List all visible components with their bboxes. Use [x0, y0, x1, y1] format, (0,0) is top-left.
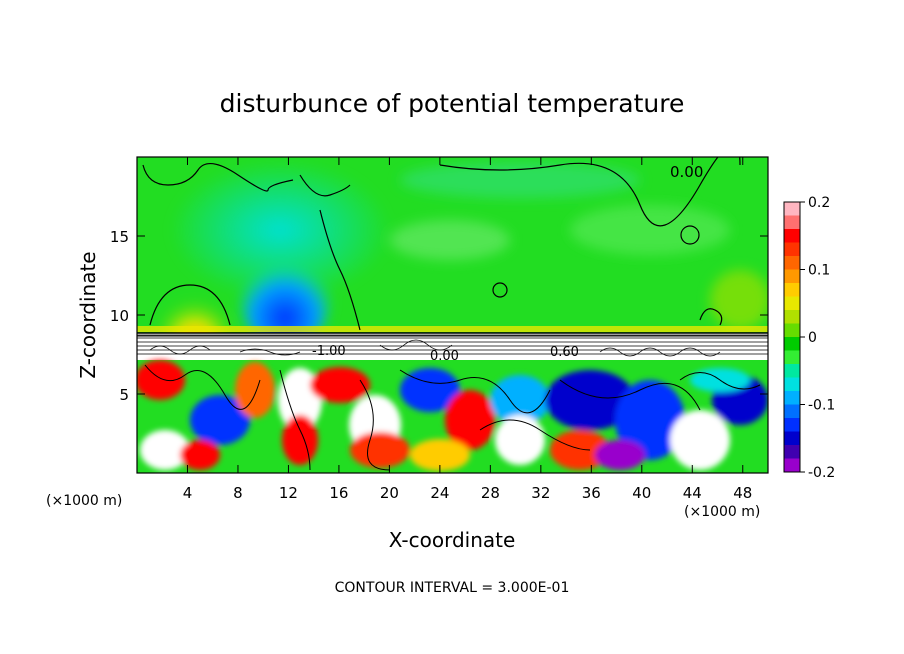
colorbar-swatch: [784, 364, 800, 378]
y-tick-label: 10: [110, 307, 129, 325]
x-tick-label: 44: [683, 484, 702, 502]
y-tick-label: 15: [110, 228, 129, 246]
y-axis-ticks: 5 10 15: [110, 228, 768, 404]
x-tick-label: 8: [233, 484, 243, 502]
chart-title: disturbunce of potential temperature: [220, 89, 685, 118]
colorbar-swatch: [784, 229, 800, 243]
x-tick-label: 4: [183, 484, 193, 502]
colorbar-swatch: [784, 283, 800, 297]
contour-label-2: -1.00: [312, 344, 346, 359]
contour-label-3: 0.60: [550, 345, 579, 360]
colorbar-label: 0.1: [808, 263, 830, 279]
colorbar-swatch: [784, 202, 800, 216]
colorbar-swatch: [784, 350, 800, 365]
colorbar-label: 0.2: [808, 195, 830, 211]
colorbar-label: -0.2: [808, 465, 835, 481]
x-axis-label: X-coordinate: [389, 528, 516, 552]
colorbar-swatch: [784, 256, 800, 270]
colorbar-swatch: [784, 296, 800, 311]
x-tick-label: 32: [531, 484, 550, 502]
colorbar-swatch: [784, 215, 800, 230]
colorbar-swatch: [784, 418, 800, 432]
x-unit-left: (×1000 m): [46, 493, 122, 509]
y-tick-label: 5: [119, 386, 129, 404]
colorbar-label: -0.1: [808, 398, 835, 414]
contour-interval-text: CONTOUR INTERVAL = 3.000E-01: [335, 580, 570, 596]
colorbar-swatch: [784, 269, 800, 284]
x-unit-right: (×1000 m): [684, 504, 760, 520]
colorbar: 0.2 0.1 0 -0.1 -0.2: [783, 195, 835, 481]
colorbar-swatch: [784, 404, 800, 419]
colorbar-swatch: [784, 242, 800, 257]
colorbar-swatch: [784, 391, 800, 405]
colorbar-swatch: [784, 323, 800, 338]
colorbar-swatch: [784, 445, 800, 459]
colorbar-swatch: [784, 310, 800, 324]
contour-label-1: 0.00: [670, 163, 703, 181]
x-tick-label: 40: [632, 484, 651, 502]
colorbar-swatch: [784, 377, 800, 392]
colorbar-label: 0: [808, 330, 817, 346]
x-axis-ticks: 4 8 12 16 20 24 28 32 36 40 44 48: [183, 157, 752, 502]
x-tick-label: 48: [733, 484, 752, 502]
colorbar-swatch: [784, 458, 800, 473]
y-axis-label: Z-coordinate: [76, 251, 100, 378]
colorbar-swatch: [784, 337, 800, 351]
x-tick-label: 24: [430, 484, 449, 502]
colorbar-swatch: [784, 431, 800, 446]
x-tick-label: 28: [481, 484, 500, 502]
plot-area: [137, 157, 768, 473]
x-tick-label: 12: [279, 484, 298, 502]
x-tick-label: 20: [380, 484, 399, 502]
x-tick-label: 36: [582, 484, 601, 502]
contour-label-4: 0.00: [430, 349, 459, 364]
x-tick-label: 16: [329, 484, 348, 502]
